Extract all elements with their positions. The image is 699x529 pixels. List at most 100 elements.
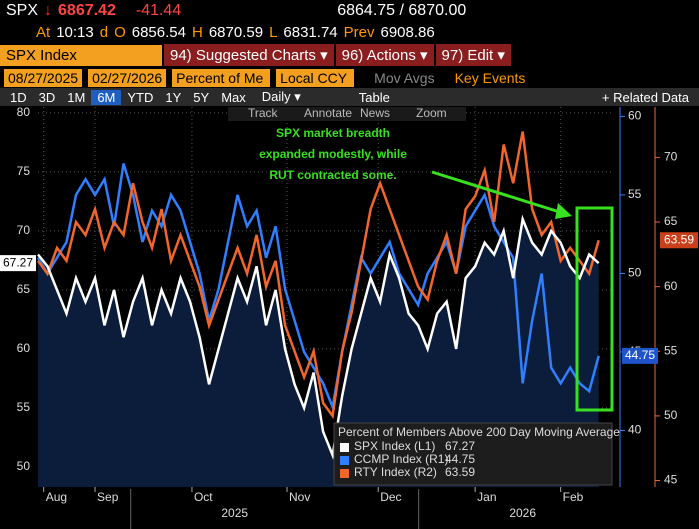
label: L <box>269 23 278 41</box>
y2-tick-label: 55 <box>628 187 642 201</box>
related-data[interactable]: + Related Data <box>601 89 689 105</box>
y-tick-label: 55 <box>17 400 31 414</box>
legend-label: RTY Index (R2) <box>354 465 437 479</box>
toolbar: Track Annotate News Zoom <box>228 106 466 121</box>
tool: Track <box>248 106 279 120</box>
label: d <box>99 23 109 41</box>
y2-tick-label: 40 <box>628 423 642 437</box>
y2-tick-label: 50 <box>628 266 642 280</box>
start-date[interactable]: 08/27/2025 <box>4 69 83 87</box>
y3-tick-label: 60 <box>664 279 678 293</box>
range-button[interactable]: 3D <box>38 89 56 105</box>
year-label: 2026 <box>509 506 536 520</box>
menu[interactable]: 96) Actions ▾ <box>335 44 434 66</box>
x-tick-label: Dec <box>380 490 401 504</box>
high: 6870.59 <box>208 23 264 41</box>
arrow: ↓ <box>44 2 53 19</box>
checkbox[interactable]: Mov Avgs <box>374 70 435 86</box>
label: Prev <box>343 23 375 41</box>
menu[interactable]: 97) Edit ▾ <box>435 44 511 66</box>
last-price: 6867.42 <box>58 2 116 19</box>
legend-value: 67.27 <box>445 439 475 453</box>
end-date[interactable]: 02/27/2026 <box>88 69 167 87</box>
y-tick-label: 70 <box>17 223 31 237</box>
range-button[interactable]: 5Y <box>193 89 210 105</box>
change: -41.44 <box>135 2 182 19</box>
range-button[interactable]: 6M <box>91 89 122 105</box>
table-button[interactable]: Table <box>358 89 390 105</box>
y2-tick-label: 60 <box>628 109 642 123</box>
bid-ask: 6864.75 / 6870.00 <box>337 2 467 19</box>
arrow <box>431 170 567 216</box>
tool: News <box>360 106 390 120</box>
legend-swatch <box>340 443 349 452</box>
year-label: 2025 <box>221 506 248 520</box>
legend-title: Percent of Members Above 200 Day Moving … <box>338 425 620 439</box>
prev: 6908.86 <box>380 23 435 41</box>
annotation: expanded modestly, while <box>259 147 407 161</box>
legend-value: 63.59 <box>445 465 475 479</box>
y3-tick-label: 50 <box>664 408 678 422</box>
x-tick-label: Sep <box>97 490 119 504</box>
legend-value: 44.75 <box>445 452 475 466</box>
checkbox[interactable]: Key Events <box>454 70 526 86</box>
low: 6831.74 <box>283 23 338 41</box>
header-row: At 10:13 d O 6856.54 H 6870.59 L 6831.74… <box>0 22 699 42</box>
range-button[interactable]: 1Y <box>165 89 182 105</box>
label: O <box>114 23 126 41</box>
legend-bg <box>333 422 613 486</box>
y3-tick-label: 45 <box>664 473 678 487</box>
controls: 08/27/2025 02/27/2026 Percent of Me Loca… <box>0 68 699 88</box>
x-tick-label: Oct <box>194 490 213 504</box>
security-tab[interactable]: SPX Index <box>0 44 162 66</box>
series-line <box>36 131 600 420</box>
y-tick-label: 50 <box>17 459 31 473</box>
toolbar-bg <box>228 107 466 121</box>
range-button[interactable]: Max <box>221 89 246 105</box>
range-button[interactable]: 1D <box>10 89 27 105</box>
label: At <box>36 23 51 41</box>
legend-label: SPX Index (L1) <box>354 439 435 453</box>
open: 6856.54 <box>131 23 186 41</box>
value-tag-label: 63.59 <box>664 232 694 246</box>
legend-label: CCMP Index (R1) <box>354 452 448 466</box>
legend-swatch <box>340 456 349 465</box>
y3-tick-label: 70 <box>664 150 678 164</box>
time: 10:13 <box>56 23 94 41</box>
currency[interactable]: Local CCY <box>276 69 355 87</box>
menu[interactable]: 94) Suggested Charts ▾ <box>164 44 334 66</box>
series-line <box>37 214 600 460</box>
y3-tick-label: 65 <box>664 214 678 228</box>
range-button[interactable]: 1M <box>67 89 86 105</box>
value-tag <box>622 347 658 364</box>
period-select[interactable]: Daily ▾ <box>261 89 301 104</box>
value-tag <box>0 255 36 272</box>
x-tick-label: Jan <box>477 490 496 504</box>
x-tick-label: Feb <box>563 490 584 504</box>
y-tick-label: 75 <box>17 164 31 178</box>
field[interactable]: Percent of Me <box>172 69 271 87</box>
ticker: SPX <box>6 2 39 19</box>
value-tag <box>660 232 698 249</box>
x-tick-label: Aug <box>46 490 67 504</box>
value-tag-label: 44.75 <box>625 348 655 362</box>
value-tag-label: 67.27 <box>3 255 33 269</box>
y3-tick-label: 55 <box>664 343 678 357</box>
tool: Zoom <box>416 106 447 120</box>
area <box>38 219 599 487</box>
tab-bar: SPX Index 94) Suggested Charts ▾ 96) Act… <box>0 44 699 66</box>
header-row: SPX ↓ 6867.42 -41.44 6864.75 / 6870.00 <box>0 0 699 22</box>
tool: Annotate <box>304 106 352 120</box>
annotation: RUT contracted some. <box>269 168 396 182</box>
label: H <box>191 23 203 41</box>
range-button[interactable]: YTD <box>127 89 154 105</box>
y-tick-label: 65 <box>17 282 31 296</box>
range-bar: 1D 3D 1M 6M YTD 1Y 5Y Max Daily ▾ Table + Related … <box>0 88 699 106</box>
y-tick-label: 80 <box>17 105 31 119</box>
x-tick-label: Nov <box>289 490 310 504</box>
legend-swatch <box>340 469 349 478</box>
highlight-box <box>575 206 614 412</box>
annotation: SPX market breadth <box>276 126 390 140</box>
